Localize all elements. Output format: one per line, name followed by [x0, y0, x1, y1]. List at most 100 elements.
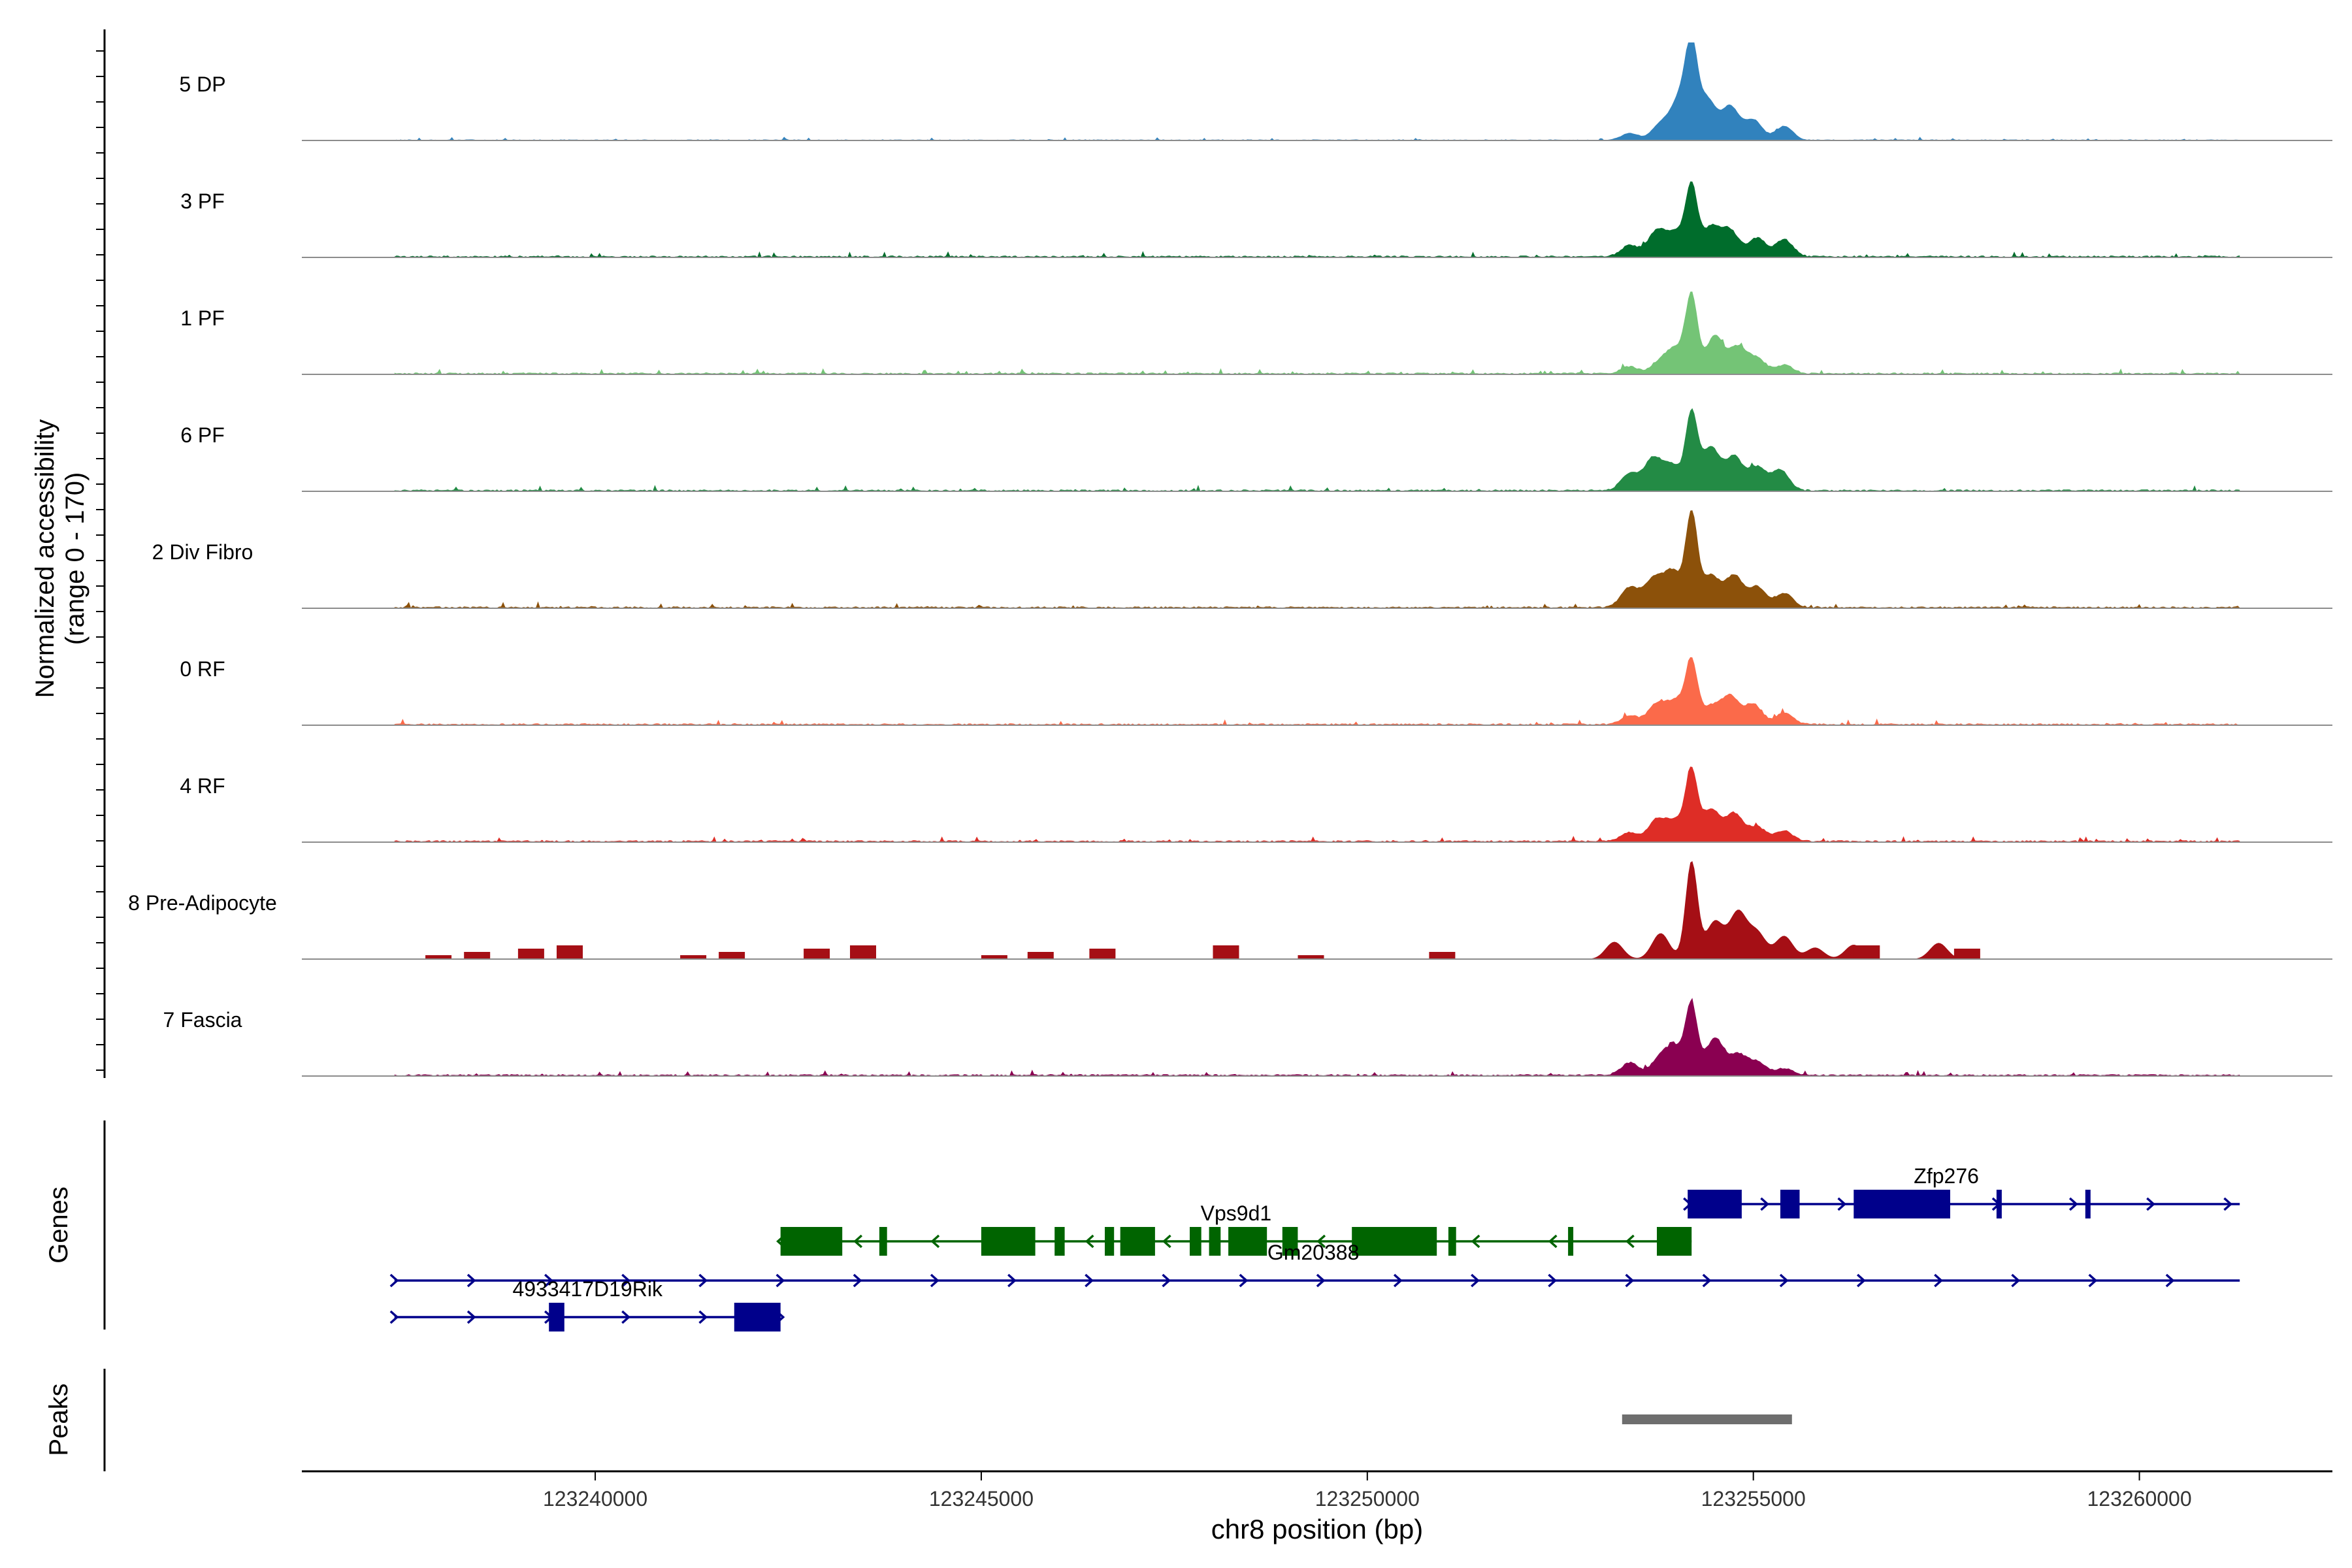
peak-region — [1622, 1414, 1792, 1424]
x-axis-title: chr8 position (bp) — [1211, 1514, 1424, 1544]
strand-arrow — [1548, 1234, 1558, 1249]
peaks-panel — [1622, 1414, 1792, 1424]
strand-arrow — [1934, 1273, 1943, 1288]
exon — [879, 1227, 887, 1256]
strand-arrow — [1085, 1273, 1094, 1288]
coverage-block — [719, 952, 745, 959]
coverage-area — [394, 657, 2240, 725]
strand-arrow — [853, 1273, 862, 1288]
strand-arrow — [698, 1310, 708, 1324]
accessibility-tracks: 5 DP 3 PF 1 PF 6 PF 2 Div Fibro 0 RF 4 RF 8 Pre… — [128, 42, 2332, 1077]
exon — [1054, 1227, 1065, 1256]
track-axis-ticks — [96, 50, 105, 1071]
exon — [1688, 1190, 1742, 1218]
exon — [1228, 1227, 1267, 1256]
exon — [1209, 1227, 1221, 1256]
coverage-block — [425, 955, 452, 959]
strand-arrow — [466, 1273, 476, 1288]
coverage-block — [1953, 949, 1980, 959]
strand-arrow — [1856, 1273, 1866, 1288]
strand-arrow — [2146, 1197, 2155, 1211]
coverage-area — [394, 42, 2240, 140]
strand-arrow — [1471, 1273, 1480, 1288]
strand-arrow — [1316, 1234, 1326, 1249]
strand-arrow — [1316, 1273, 1326, 1288]
track-label: 6 PF — [180, 423, 225, 447]
coverage-area — [394, 181, 2240, 257]
strand-arrow — [621, 1310, 630, 1324]
gene-label: 4933417D19Rik — [512, 1277, 663, 1301]
peaks-panel-label: Peaks — [44, 1383, 73, 1456]
strand-arrow — [621, 1273, 630, 1288]
x-tick-label: 123250000 — [1315, 1487, 1420, 1511]
exon — [1190, 1227, 1201, 1256]
exon — [1657, 1227, 1692, 1256]
strand-arrow — [1007, 1273, 1017, 1288]
strand-arrow — [1837, 1197, 1847, 1211]
exon — [1568, 1227, 1574, 1256]
coverage-block — [1429, 952, 1456, 959]
track-label: 8 Pre-Adipocyte — [128, 891, 277, 915]
strand-arrow — [1625, 1234, 1635, 1249]
strand-arrow — [1471, 1234, 1480, 1249]
coverage-block — [464, 952, 491, 959]
strand-arrow — [1162, 1273, 1171, 1288]
exon — [549, 1303, 564, 1331]
coverage-area — [394, 510, 2240, 608]
strand-arrow — [389, 1273, 399, 1288]
coverage-block — [680, 955, 707, 959]
strand-arrow — [2223, 1197, 2233, 1211]
exon — [981, 1227, 1036, 1256]
x-tick-label: 123245000 — [929, 1487, 1034, 1511]
track-label: 4 RF — [180, 774, 225, 798]
strand-arrow — [2068, 1197, 2078, 1211]
strand-arrow — [466, 1310, 476, 1324]
coverage-block — [1854, 945, 1880, 959]
strand-arrow — [1162, 1234, 1171, 1249]
gene-annotation-panel: Zfp276 Vps9d1 Gm20388 4933417D19Rik — [389, 1164, 2240, 1331]
coverage-area — [394, 998, 2240, 1076]
coverage-block — [1027, 952, 1054, 959]
strand-arrow — [930, 1234, 940, 1249]
strand-arrow — [544, 1273, 553, 1288]
gene-label: Gm20388 — [1267, 1241, 1360, 1264]
gene-label: Vps9d1 — [1201, 1201, 1272, 1225]
strand-arrow — [2088, 1273, 2098, 1288]
strand-arrow — [853, 1234, 863, 1249]
exon — [1780, 1190, 1800, 1218]
exon — [1352, 1227, 1437, 1256]
genes-panel-label: Genes — [44, 1186, 73, 1264]
strand-arrow — [698, 1273, 708, 1288]
strand-arrow — [1548, 1273, 1558, 1288]
y-axis-title: Normalized accessibility — [31, 419, 59, 698]
track-axis — [96, 29, 106, 1078]
coverage-area — [394, 408, 2240, 491]
x-tick-label: 123240000 — [543, 1487, 647, 1511]
exon — [1120, 1227, 1155, 1256]
exon — [1448, 1227, 1456, 1256]
strand-arrow — [1239, 1273, 1249, 1288]
coverage-block — [850, 945, 876, 959]
track-label: 2 Div Fibro — [152, 540, 253, 564]
coverage-block — [517, 949, 544, 959]
exon — [780, 1227, 843, 1256]
y-axis-title-range: (range 0 - 170) — [61, 472, 90, 645]
coverage-block — [1298, 955, 1324, 959]
track-label: 3 PF — [180, 189, 225, 213]
strand-arrow — [1393, 1273, 1403, 1288]
exon — [1854, 1190, 1950, 1218]
coverage-block — [1089, 949, 1116, 959]
track-label: 7 Fascia — [163, 1008, 242, 1032]
coverage-block — [1213, 945, 1239, 959]
strand-arrow — [389, 1310, 399, 1324]
coverage-block — [804, 949, 830, 959]
strand-arrow — [1085, 1234, 1094, 1249]
exon — [734, 1303, 781, 1331]
coverage-area — [394, 861, 2240, 959]
strand-arrow — [2165, 1273, 2175, 1288]
x-tick-label: 123255000 — [1701, 1487, 1806, 1511]
strand-arrow — [1702, 1273, 1712, 1288]
exon — [2085, 1190, 2091, 1218]
coverage-block — [557, 945, 583, 959]
